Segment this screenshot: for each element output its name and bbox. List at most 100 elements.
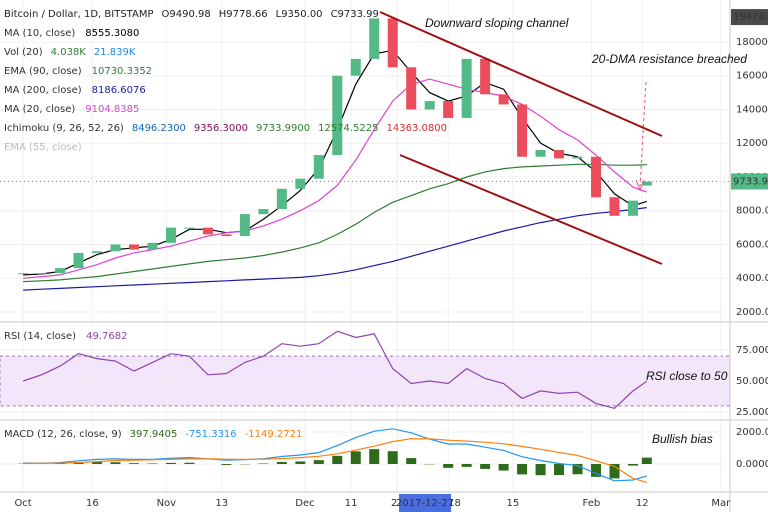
macd-histogram-bar bbox=[627, 464, 638, 466]
macd-histogram-bar bbox=[480, 464, 491, 469]
legend-value: 21.839K bbox=[94, 47, 136, 58]
macd-histogram-bar bbox=[461, 464, 472, 467]
legend-value: 9733.9900 bbox=[256, 123, 310, 134]
indicator-line bbox=[23, 207, 647, 291]
y-tick-label: 8000.00 bbox=[736, 206, 768, 217]
macd-histogram-bar bbox=[406, 458, 417, 464]
y-tick-label: 0.0000 bbox=[736, 459, 768, 470]
legend-name: RSI (14, close) bbox=[4, 331, 76, 342]
x-tick-label: 21 bbox=[391, 498, 404, 509]
ohlc-value: O9490.98 bbox=[162, 9, 211, 20]
candle bbox=[295, 178, 306, 189]
macd-histogram-bar bbox=[554, 464, 565, 476]
x-tick-label: Nov bbox=[157, 498, 177, 509]
candle bbox=[627, 200, 638, 216]
crosshair-date: 2017-12-27 bbox=[396, 498, 454, 509]
macd-histogram-bar bbox=[443, 464, 454, 468]
macd-histogram-bar bbox=[110, 462, 121, 464]
legend-row: MA (10, close) 8555.3080 bbox=[4, 28, 139, 39]
macd-histogram-bar bbox=[369, 449, 380, 464]
candle bbox=[165, 227, 176, 243]
legend-row: MACD (12, 26, close, 9) 397.9405 -751.3316… bbox=[4, 429, 302, 440]
legend-value: 14363.0800 bbox=[387, 123, 447, 134]
candle bbox=[443, 101, 454, 118]
y-tick-label: 16000.00 bbox=[736, 71, 768, 82]
annotation: Downward sloping channel bbox=[425, 16, 569, 30]
candle bbox=[387, 18, 398, 68]
chart-title: Bitcoin / Dollar, 1D, BITSTAMP O9490.98 H9… bbox=[4, 9, 379, 20]
legend-row: EMA (90, close) 10730.3352 bbox=[4, 66, 152, 77]
y-tick-label: 75.0000 bbox=[736, 345, 768, 356]
candle bbox=[609, 197, 620, 216]
signal-line bbox=[23, 438, 647, 483]
rsi-line bbox=[22, 330, 648, 409]
candle bbox=[369, 18, 380, 59]
legend-row: MA (200, close) 8186.6076 bbox=[4, 85, 146, 96]
candle bbox=[55, 268, 66, 274]
candle bbox=[18, 273, 29, 275]
macd-histogram-bar bbox=[128, 463, 139, 464]
x-tick-label: 15 bbox=[506, 498, 519, 509]
high-marker-label: 19476.87 bbox=[733, 12, 768, 23]
macd-histogram-bar bbox=[221, 464, 232, 465]
legend-value: 12574.5225 bbox=[318, 123, 378, 134]
candle bbox=[258, 209, 269, 215]
arrow-head bbox=[635, 179, 645, 192]
candle bbox=[535, 149, 546, 157]
candle bbox=[92, 251, 103, 253]
x-tick-label: Dec bbox=[295, 498, 314, 509]
candle bbox=[36, 273, 47, 275]
macd-histogram-bar bbox=[591, 464, 602, 477]
y-tick-label: 12000.00 bbox=[736, 138, 768, 149]
candle bbox=[591, 156, 602, 198]
macd-histogram-bar bbox=[55, 463, 66, 464]
y-tick-label: 6000.00 bbox=[736, 239, 768, 250]
legend-row: RSI (14, close) 49.7682 bbox=[4, 331, 127, 342]
macd-histogram-bar bbox=[517, 464, 528, 475]
legend-name: EMA (90, close) bbox=[4, 66, 82, 77]
x-tick-label: 11 bbox=[345, 498, 358, 509]
legend-name: EMA (55, close) bbox=[4, 142, 82, 153]
candle bbox=[572, 156, 583, 159]
macd-histogram-bar bbox=[276, 461, 287, 464]
macd-histogram-bar bbox=[387, 451, 398, 464]
arrow bbox=[639, 81, 647, 187]
candle bbox=[332, 75, 343, 156]
legend-value: 9104.8385 bbox=[85, 104, 139, 115]
candle bbox=[239, 214, 250, 237]
y-tick-label: 14000.00 bbox=[736, 104, 768, 115]
legend-name: Ichimoku (9, 26, 52, 26) bbox=[4, 123, 124, 134]
candle bbox=[276, 188, 287, 210]
candle bbox=[202, 227, 213, 235]
candle bbox=[480, 58, 491, 95]
candle bbox=[184, 227, 195, 229]
channel-upper bbox=[379, 11, 663, 137]
y-tick-label: 25.0000 bbox=[736, 407, 768, 418]
labels: Downward sloping channel 20-DMA resistan… bbox=[4, 9, 768, 512]
legend-value: -1149.2721 bbox=[245, 429, 303, 440]
ohlc-value: C9733.99 bbox=[331, 9, 379, 20]
ohlc-value: H9778.66 bbox=[219, 9, 268, 20]
indicator-line bbox=[23, 78, 648, 279]
x-tick-label: 13 bbox=[215, 498, 228, 509]
candle bbox=[221, 234, 232, 237]
candle bbox=[73, 252, 84, 269]
legend-name: MA (200, close) bbox=[4, 85, 82, 96]
x-tick-label: Mar bbox=[711, 498, 731, 509]
channel-lower bbox=[399, 154, 663, 265]
x-tick-label: Oct bbox=[14, 498, 31, 509]
legend-row: Vol (20) 4.038K 21.839K bbox=[4, 47, 136, 58]
macd-histogram-bar bbox=[184, 462, 195, 464]
y-tick-label: 50.0000 bbox=[736, 376, 768, 387]
high-marker-box bbox=[731, 9, 768, 26]
legend-name: MACD (12, 26, close, 9) bbox=[4, 429, 122, 440]
legend-row: Ichimoku (9, 26, 52, 26) 8496.2300 9356.30… bbox=[4, 123, 447, 134]
macd-line bbox=[23, 428, 647, 482]
legend-name: MA (20, close) bbox=[4, 104, 75, 115]
legend-value: -751.3316 bbox=[185, 429, 236, 440]
candle bbox=[350, 58, 361, 76]
crosshair-date-box bbox=[399, 494, 452, 512]
x-tick-label: Feb bbox=[583, 498, 601, 509]
